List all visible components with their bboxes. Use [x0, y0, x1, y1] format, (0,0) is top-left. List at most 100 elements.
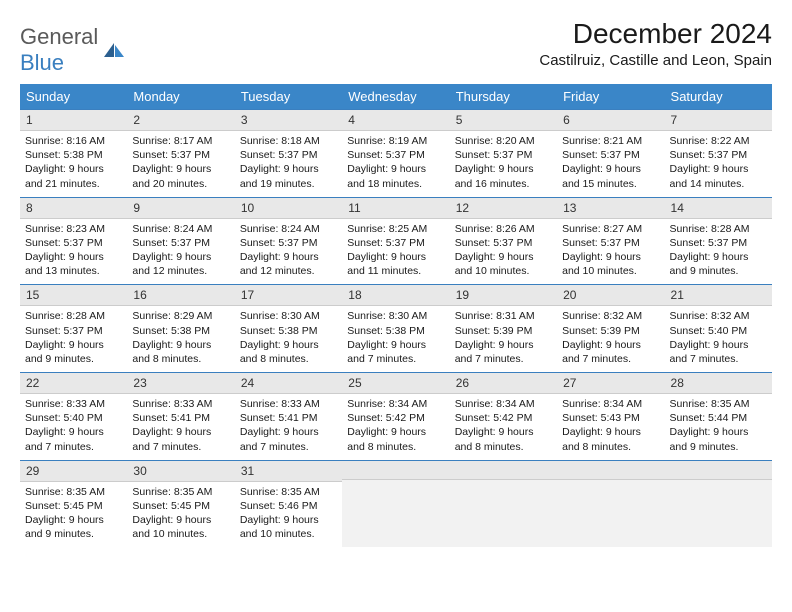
day-cell: 5Sunrise: 8:20 AMSunset: 5:37 PMDaylight… — [450, 109, 557, 197]
day-number: 19 — [450, 285, 557, 305]
day-data: Sunrise: 8:24 AMSunset: 5:37 PMDaylight:… — [235, 219, 342, 285]
day-number: 29 — [20, 461, 127, 481]
day-number: 12 — [450, 198, 557, 218]
day-data: Sunrise: 8:20 AMSunset: 5:37 PMDaylight:… — [450, 131, 557, 197]
day-cell: 3Sunrise: 8:18 AMSunset: 5:37 PMDaylight… — [235, 109, 342, 197]
day-number: 15 — [20, 285, 127, 305]
day-cell — [450, 460, 557, 548]
day-data: Sunrise: 8:27 AMSunset: 5:37 PMDaylight:… — [557, 219, 664, 285]
day-cell: 27Sunrise: 8:34 AMSunset: 5:43 PMDayligh… — [557, 372, 664, 460]
day-cell: 21Sunrise: 8:32 AMSunset: 5:40 PMDayligh… — [665, 284, 772, 372]
day-data: Sunrise: 8:24 AMSunset: 5:37 PMDaylight:… — [127, 219, 234, 285]
day-header: Sunday — [20, 84, 127, 109]
day-number: 13 — [557, 198, 664, 218]
day-data: Sunrise: 8:34 AMSunset: 5:43 PMDaylight:… — [557, 394, 664, 460]
day-cell: 13Sunrise: 8:27 AMSunset: 5:37 PMDayligh… — [557, 197, 664, 285]
day-number: 20 — [557, 285, 664, 305]
day-data: Sunrise: 8:33 AMSunset: 5:41 PMDaylight:… — [127, 394, 234, 460]
day-number: 11 — [342, 198, 449, 218]
day-data: Sunrise: 8:31 AMSunset: 5:39 PMDaylight:… — [450, 306, 557, 372]
day-cell: 24Sunrise: 8:33 AMSunset: 5:41 PMDayligh… — [235, 372, 342, 460]
day-header: Saturday — [665, 84, 772, 109]
day-number: 1 — [20, 110, 127, 130]
day-data: Sunrise: 8:22 AMSunset: 5:37 PMDaylight:… — [665, 131, 772, 197]
day-cell: 25Sunrise: 8:34 AMSunset: 5:42 PMDayligh… — [342, 372, 449, 460]
week-row: 8Sunrise: 8:23 AMSunset: 5:37 PMDaylight… — [20, 197, 772, 285]
day-number: 27 — [557, 373, 664, 393]
day-header: Thursday — [450, 84, 557, 109]
day-number: 21 — [665, 285, 772, 305]
day-data: Sunrise: 8:32 AMSunset: 5:40 PMDaylight:… — [665, 306, 772, 372]
day-number: 4 — [342, 110, 449, 130]
day-number: 5 — [450, 110, 557, 130]
day-data: Sunrise: 8:35 AMSunset: 5:45 PMDaylight:… — [127, 482, 234, 548]
day-number: 8 — [20, 198, 127, 218]
day-cell: 12Sunrise: 8:26 AMSunset: 5:37 PMDayligh… — [450, 197, 557, 285]
day-data: Sunrise: 8:34 AMSunset: 5:42 PMDaylight:… — [342, 394, 449, 460]
day-cell: 6Sunrise: 8:21 AMSunset: 5:37 PMDaylight… — [557, 109, 664, 197]
day-number: 17 — [235, 285, 342, 305]
day-data: Sunrise: 8:35 AMSunset: 5:46 PMDaylight:… — [235, 482, 342, 548]
week-row: 29Sunrise: 8:35 AMSunset: 5:45 PMDayligh… — [20, 460, 772, 548]
day-cell: 17Sunrise: 8:30 AMSunset: 5:38 PMDayligh… — [235, 284, 342, 372]
day-cell: 29Sunrise: 8:35 AMSunset: 5:45 PMDayligh… — [20, 460, 127, 548]
logo-word2: Blue — [20, 50, 64, 75]
day-number: 9 — [127, 198, 234, 218]
week-row: 22Sunrise: 8:33 AMSunset: 5:40 PMDayligh… — [20, 372, 772, 460]
day-header: Monday — [127, 84, 234, 109]
day-data: Sunrise: 8:29 AMSunset: 5:38 PMDaylight:… — [127, 306, 234, 372]
day-cell: 1Sunrise: 8:16 AMSunset: 5:38 PMDaylight… — [20, 109, 127, 197]
day-cell: 20Sunrise: 8:32 AMSunset: 5:39 PMDayligh… — [557, 284, 664, 372]
header: General Blue December 2024 Castilruiz, C… — [20, 18, 772, 76]
calendar-table: Sunday Monday Tuesday Wednesday Thursday… — [20, 84, 772, 547]
day-number: 30 — [127, 461, 234, 481]
logo-word1: General — [20, 24, 98, 49]
title-block: December 2024 Castilruiz, Castille and L… — [539, 18, 772, 69]
day-data: Sunrise: 8:30 AMSunset: 5:38 PMDaylight:… — [342, 306, 449, 372]
day-number: 7 — [665, 110, 772, 130]
day-number: 10 — [235, 198, 342, 218]
day-cell: 15Sunrise: 8:28 AMSunset: 5:37 PMDayligh… — [20, 284, 127, 372]
logo-sail-icon — [102, 41, 126, 59]
day-cell: 28Sunrise: 8:35 AMSunset: 5:44 PMDayligh… — [665, 372, 772, 460]
day-number: 22 — [20, 373, 127, 393]
day-number: 24 — [235, 373, 342, 393]
day-header-row: Sunday Monday Tuesday Wednesday Thursday… — [20, 84, 772, 109]
day-cell: 19Sunrise: 8:31 AMSunset: 5:39 PMDayligh… — [450, 284, 557, 372]
day-cell: 8Sunrise: 8:23 AMSunset: 5:37 PMDaylight… — [20, 197, 127, 285]
day-header: Friday — [557, 84, 664, 109]
day-data: Sunrise: 8:35 AMSunset: 5:45 PMDaylight:… — [20, 482, 127, 548]
day-cell: 22Sunrise: 8:33 AMSunset: 5:40 PMDayligh… — [20, 372, 127, 460]
day-cell: 4Sunrise: 8:19 AMSunset: 5:37 PMDaylight… — [342, 109, 449, 197]
day-number: 14 — [665, 198, 772, 218]
day-cell: 16Sunrise: 8:29 AMSunset: 5:38 PMDayligh… — [127, 284, 234, 372]
day-cell: 7Sunrise: 8:22 AMSunset: 5:37 PMDaylight… — [665, 109, 772, 197]
week-row: 15Sunrise: 8:28 AMSunset: 5:37 PMDayligh… — [20, 284, 772, 372]
day-data: Sunrise: 8:28 AMSunset: 5:37 PMDaylight:… — [20, 306, 127, 372]
day-data: Sunrise: 8:33 AMSunset: 5:40 PMDaylight:… — [20, 394, 127, 460]
month-title: December 2024 — [539, 18, 772, 50]
day-cell: 14Sunrise: 8:28 AMSunset: 5:37 PMDayligh… — [665, 197, 772, 285]
day-data: Sunrise: 8:34 AMSunset: 5:42 PMDaylight:… — [450, 394, 557, 460]
day-number: 23 — [127, 373, 234, 393]
day-header: Wednesday — [342, 84, 449, 109]
day-number: 16 — [127, 285, 234, 305]
day-cell — [665, 460, 772, 548]
day-data: Sunrise: 8:35 AMSunset: 5:44 PMDaylight:… — [665, 394, 772, 460]
day-data: Sunrise: 8:32 AMSunset: 5:39 PMDaylight:… — [557, 306, 664, 372]
day-data: Sunrise: 8:18 AMSunset: 5:37 PMDaylight:… — [235, 131, 342, 197]
day-number: 25 — [342, 373, 449, 393]
day-cell: 2Sunrise: 8:17 AMSunset: 5:37 PMDaylight… — [127, 109, 234, 197]
day-number: 3 — [235, 110, 342, 130]
day-number: 2 — [127, 110, 234, 130]
day-cell: 9Sunrise: 8:24 AMSunset: 5:37 PMDaylight… — [127, 197, 234, 285]
day-cell: 30Sunrise: 8:35 AMSunset: 5:45 PMDayligh… — [127, 460, 234, 548]
location: Castilruiz, Castille and Leon, Spain — [539, 52, 772, 69]
day-cell: 18Sunrise: 8:30 AMSunset: 5:38 PMDayligh… — [342, 284, 449, 372]
day-cell: 23Sunrise: 8:33 AMSunset: 5:41 PMDayligh… — [127, 372, 234, 460]
day-data: Sunrise: 8:21 AMSunset: 5:37 PMDaylight:… — [557, 131, 664, 197]
day-data: Sunrise: 8:25 AMSunset: 5:37 PMDaylight:… — [342, 219, 449, 285]
day-number: 26 — [450, 373, 557, 393]
day-number: 6 — [557, 110, 664, 130]
day-data: Sunrise: 8:17 AMSunset: 5:37 PMDaylight:… — [127, 131, 234, 197]
